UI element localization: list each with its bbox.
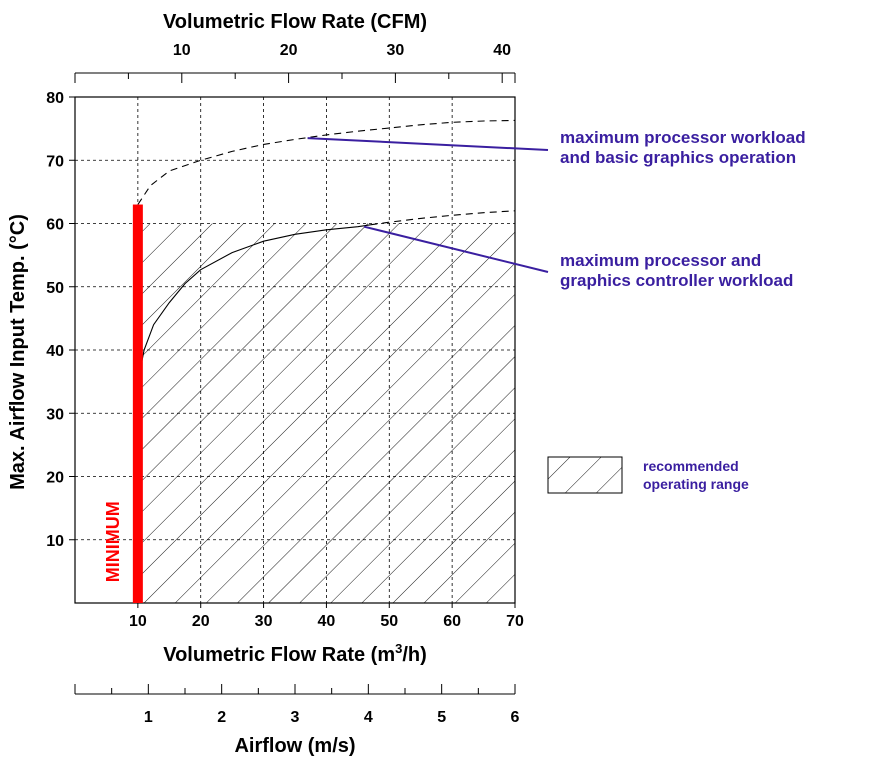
x-tick-label: 30 [255,613,273,630]
x-axis-title-prefix: Volumetric Flow Rate (m [163,644,395,666]
annotation-text: and basic graphics operation [560,148,796,167]
series-line-2-solid [137,224,371,382]
x-axis-title-sup: 3 [395,641,402,656]
y-tick-label: 10 [46,533,64,550]
top-axis-ticks: 10 20 30 40 [74,42,516,83]
x-axis-ticks: 10 20 30 40 50 60 70 [129,603,524,630]
minimum-label: MINIMUM [103,501,123,582]
legend-label-line-1: recommended [643,458,739,474]
y-tick-label: 30 [46,406,64,423]
y-tick-label: 70 [46,153,64,170]
legend-label-line-2: operating range [643,476,749,492]
airflow-tick-label: 5 [437,709,446,726]
airflow-tick-label: 2 [217,709,226,726]
y-tick-label: 20 [46,470,64,487]
y-tick-label: 80 [46,90,64,107]
annotation-text: graphics controller workload [560,271,793,290]
x-tick-label: 60 [443,613,461,630]
airflow-tick-label: 6 [511,709,520,726]
airflow-tick-label: 4 [364,709,373,726]
minimum-bar [132,204,143,603]
y-axis-title: Max. Airflow Input Temp. (°C) [7,214,29,490]
x-tick-label: 10 [129,613,147,630]
top-tick-label: 10 [173,42,191,59]
annotation-pointer [363,225,549,273]
x-tick-label: 70 [506,613,524,630]
annotation-text: maximum processor workload [560,128,806,147]
recommended-operating-range-region [137,223,515,603]
top-tick-label: 40 [493,42,511,59]
airflow-tick-label: 1 [144,709,153,726]
x-tick-label: 40 [318,613,336,630]
top-tick-label: 20 [280,42,298,59]
x-axis-title-suffix: /h) [402,644,426,666]
annotation-text: maximum processor and [560,251,761,270]
top-axis-title: Volumetric Flow Rate (CFM) [163,11,427,33]
series-group [137,119,516,382]
x-axis-title: Volumetric Flow Rate (m3/h) [163,641,427,666]
legend-swatch [547,456,623,494]
annotation-pointer [307,137,549,151]
top-tick-label: 30 [386,42,404,59]
series-line-2-dashed [370,210,516,226]
gridlines [75,97,515,603]
airflow-axis-ticks: 1 2 3 4 5 6 [74,684,520,726]
plot-area [74,96,516,604]
y-tick-label: 60 [46,217,64,234]
x-tick-label: 50 [380,613,398,630]
airflow-axis-title: Airflow (m/s) [234,735,355,757]
series-line-1 [137,119,516,205]
x-tick-label: 20 [192,613,210,630]
y-tick-label: 40 [46,343,64,360]
airflow-tick-label: 3 [291,709,300,726]
y-tick-label: 50 [46,280,64,297]
y-axis-ticks: 10 20 30 40 50 60 70 80 [46,90,75,550]
